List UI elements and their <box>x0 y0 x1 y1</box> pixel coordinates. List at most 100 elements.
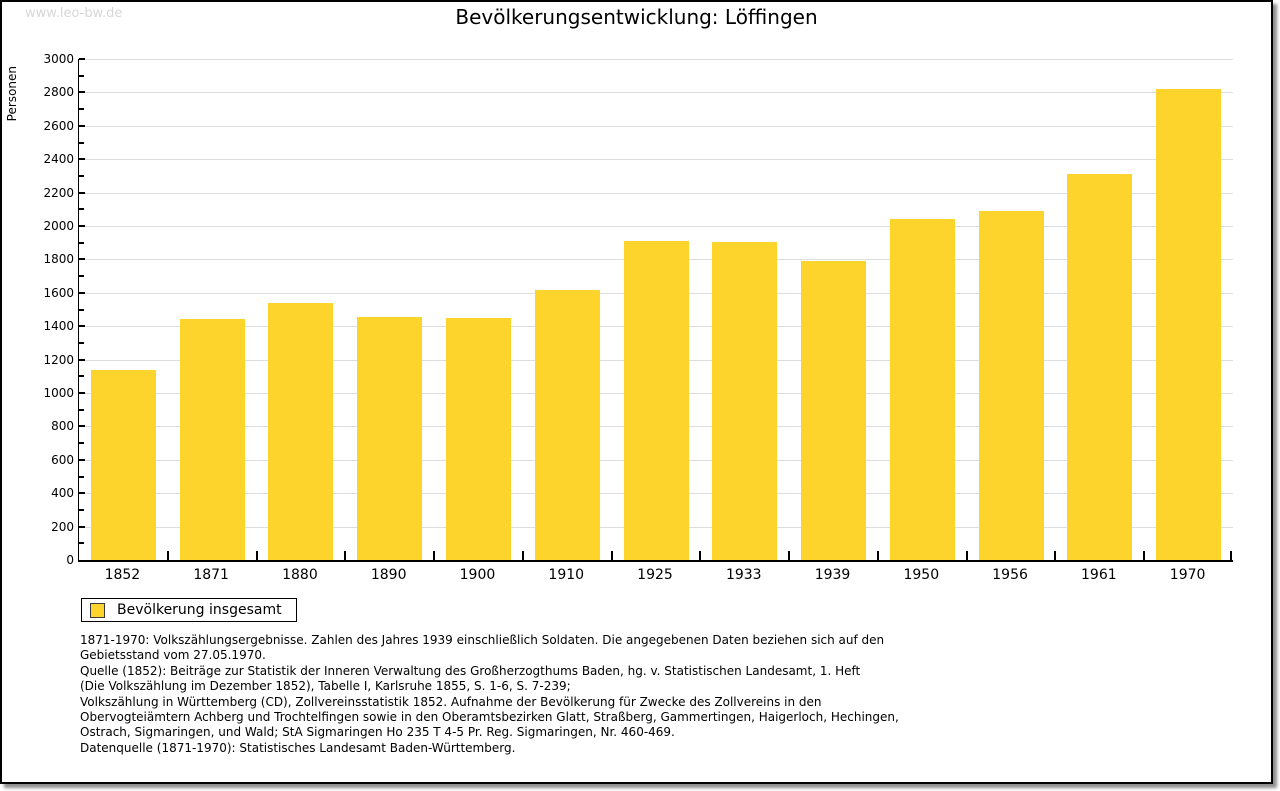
y-tick-label-3000: 3000 <box>43 52 74 66</box>
x-tick-label-1956: 1956 <box>992 567 1028 583</box>
bar-1852 <box>90 369 156 560</box>
y-tick-2300 <box>79 174 84 177</box>
x-tick-1 <box>166 551 169 560</box>
y-tick-900 <box>79 408 84 411</box>
x-tick-11 <box>1054 551 1057 560</box>
bar-1956 <box>978 210 1044 560</box>
bar-1880 <box>268 302 334 560</box>
y-tick-label-2000: 2000 <box>43 219 74 233</box>
gridline-2000 <box>79 226 1233 227</box>
y-tick-1000 <box>79 392 85 394</box>
gridline-2400 <box>79 159 1233 161</box>
source-notes: 1871-1970: Volkszählungsergebnisse. Zahl… <box>80 633 1200 741</box>
bar-1871 <box>179 318 245 560</box>
x-tick-label-1933: 1933 <box>725 567 762 583</box>
bar-1939 <box>801 261 867 560</box>
y-tick-label-800: 800 <box>51 419 74 434</box>
x-axis-tick-labels: 1852 1871 1880 1890 1900 1910 1925 1933 1939 1950… <box>78 567 1232 585</box>
x-tick-4 <box>433 551 436 560</box>
x-tick-3 <box>344 551 347 560</box>
bar-1925 <box>623 240 689 560</box>
y-tick-400 <box>79 492 85 495</box>
legend-label: Bevölkerung insgesamt <box>117 602 282 618</box>
y-tick-2800 <box>79 91 85 94</box>
y-tick-1300 <box>79 341 84 344</box>
x-tick-label-1910: 1910 <box>548 567 585 583</box>
gridline-2200 <box>79 192 1233 194</box>
y-tick-label-400: 400 <box>51 486 74 501</box>
y-tick-1500 <box>79 308 84 311</box>
y-tick-500 <box>79 475 84 478</box>
x-tick-label-1925: 1925 <box>637 567 673 583</box>
y-axis-title: Personen <box>5 66 19 122</box>
chart-title: Bevölkerungsentwicklung: Löffingen <box>455 5 818 29</box>
plot-area <box>78 58 1233 562</box>
x-tick-9 <box>876 551 879 560</box>
y-tick-1800 <box>79 258 85 261</box>
bar-1961 <box>1067 174 1133 560</box>
y-tick-200 <box>79 525 85 528</box>
gridline-2600 <box>79 125 1233 127</box>
y-tick-label-2400: 2400 <box>43 152 74 167</box>
y-tick-label-2600: 2600 <box>43 118 74 133</box>
x-tick-label-1970: 1970 <box>1169 567 1206 583</box>
x-tick-8 <box>788 551 791 560</box>
y-tick-800 <box>79 425 85 428</box>
y-tick-label-0: 0 <box>66 553 74 567</box>
source-line-2: Gebietsstand vom 27.05.1970. <box>80 648 266 663</box>
x-tick-2 <box>255 551 258 560</box>
x-tick-label-1890: 1890 <box>370 567 407 583</box>
bar-1890 <box>357 316 423 560</box>
y-tick-1100 <box>79 375 84 378</box>
legend-swatch-icon <box>90 602 105 618</box>
source-line-4: (Die Volkszählung im Dezember 1852), Tab… <box>80 679 571 694</box>
x-tick-6 <box>610 551 613 560</box>
y-tick-2600 <box>79 124 85 127</box>
bar-1910 <box>534 289 600 560</box>
x-tick-12 <box>1143 551 1146 560</box>
x-tick-label-1880: 1880 <box>282 567 318 583</box>
x-tick-13 <box>1230 551 1232 560</box>
legend: Bevölkerung insgesamt <box>81 598 297 622</box>
y-tick-1600 <box>79 291 85 294</box>
y-tick-2400 <box>79 158 85 161</box>
source-line-3: Quelle (1852): Beiträge zur Statistik de… <box>80 663 861 678</box>
y-tick-2200 <box>79 191 85 194</box>
y-tick-label-1800: 1800 <box>43 252 74 267</box>
y-tick-1400 <box>79 325 85 328</box>
y-tick-2000 <box>79 225 85 227</box>
bar-1950 <box>889 219 955 560</box>
y-tick-1900 <box>79 241 84 244</box>
y-tick-label-2800: 2800 <box>43 85 74 100</box>
x-tick-label-1950: 1950 <box>903 567 940 583</box>
y-tick-label-600: 600 <box>51 452 74 467</box>
x-tick-label-1871: 1871 <box>193 567 229 583</box>
y-tick-label-1000: 1000 <box>43 386 74 400</box>
x-tick-7 <box>699 551 702 560</box>
y-tick-label-200: 200 <box>51 519 74 534</box>
source-line-6: Obervogteiämtern Achberg und Trochtelfin… <box>80 710 899 725</box>
y-tick-label-2200: 2200 <box>43 185 74 200</box>
y-tick-2500 <box>79 141 84 144</box>
y-tick-3000 <box>79 58 85 60</box>
source-line-1: 1871-1970: Volkszählungsergebnisse. Zahl… <box>80 633 885 647</box>
watermark: www.leo-bw.de <box>25 6 123 21</box>
y-tick-700 <box>79 442 84 445</box>
x-tick-label-1900: 1900 <box>459 567 496 583</box>
bar-1933 <box>712 242 778 560</box>
y-tick-2100 <box>79 208 84 211</box>
source-line-7: Ostrach, Sigmaringen, und Wald; StA Sigm… <box>80 725 675 740</box>
bar-1970 <box>1156 88 1222 560</box>
gridline-3000 <box>79 59 1233 60</box>
y-axis-tick-labels: 0 200 400 600 800 1000 1200 1400 1600 1800 2000 220… <box>26 52 74 567</box>
x-tick-10 <box>965 551 968 560</box>
y-tick-label-1600: 1600 <box>43 285 74 300</box>
gridline-2800 <box>79 92 1233 94</box>
y-tick-600 <box>79 458 85 461</box>
bar-1900 <box>445 317 511 560</box>
y-tick-2900 <box>79 74 84 77</box>
x-tick-label-1961: 1961 <box>1081 567 1117 583</box>
x-tick-label-1852: 1852 <box>104 567 141 583</box>
y-tick-label-1200: 1200 <box>43 352 74 367</box>
